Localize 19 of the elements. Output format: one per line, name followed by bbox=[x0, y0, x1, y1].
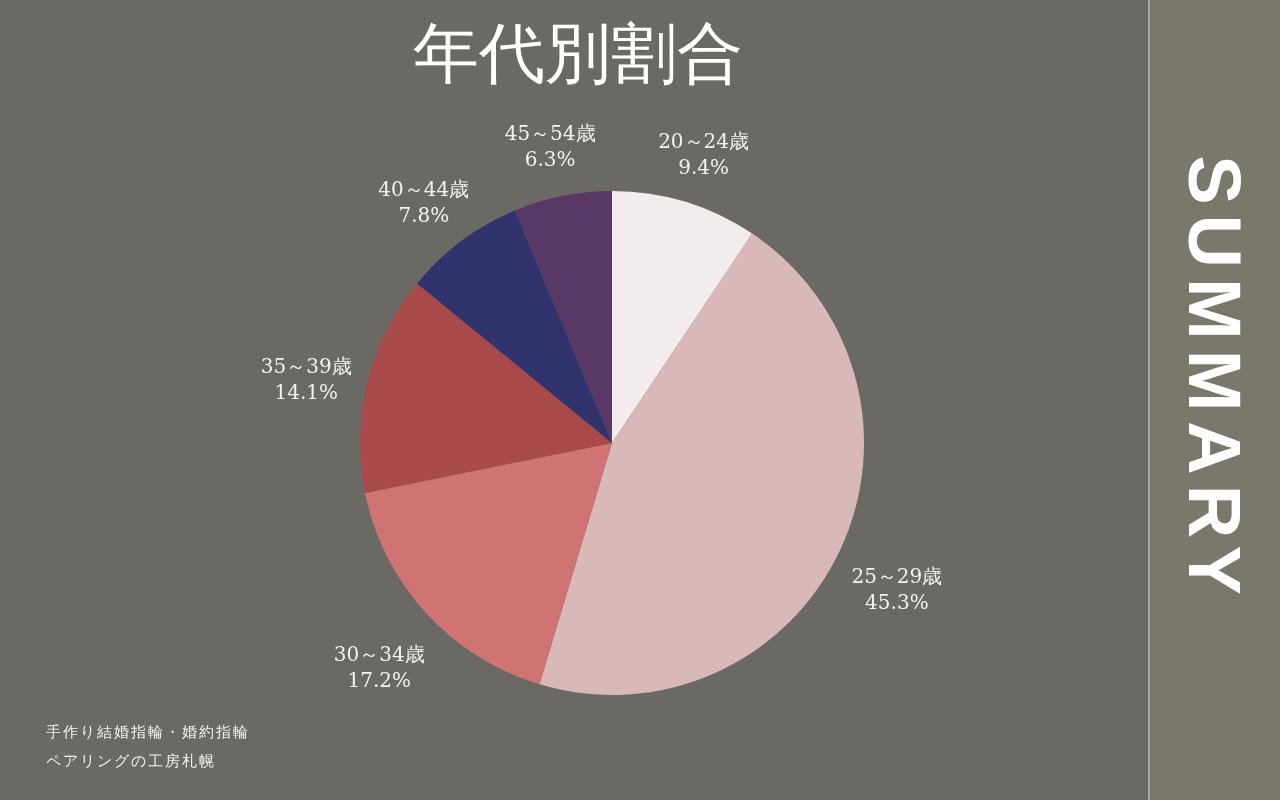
chart-title: 年代別割合 bbox=[413, 15, 743, 92]
slice-label: 40～44歳 bbox=[378, 177, 470, 202]
slice-label: 45～54歳 bbox=[504, 121, 596, 146]
data-label: 6.3% bbox=[524, 147, 576, 172]
data-label: 9.4% bbox=[678, 154, 729, 179]
pie-slice bbox=[514, 191, 612, 443]
text: SUMMARY bbox=[1171, 155, 1257, 605]
data-label: 45.3% bbox=[865, 590, 929, 615]
pie-slice bbox=[360, 283, 612, 493]
text: 手作り結婚指輪・婚約指輪 bbox=[46, 722, 250, 743]
slice-label: 30～34歳 bbox=[333, 642, 425, 667]
data-label: 17.2% bbox=[347, 668, 411, 693]
slice-label: 35～39歳 bbox=[260, 354, 352, 379]
text: ペアリングの工房札幌 bbox=[46, 751, 217, 772]
slice-label: 25～29歳 bbox=[851, 564, 943, 589]
slice-label: 20～24歳 bbox=[658, 128, 750, 153]
data-label: 7.8% bbox=[398, 203, 450, 228]
pie-slice bbox=[612, 191, 753, 443]
data-label: 14.1% bbox=[274, 380, 339, 405]
